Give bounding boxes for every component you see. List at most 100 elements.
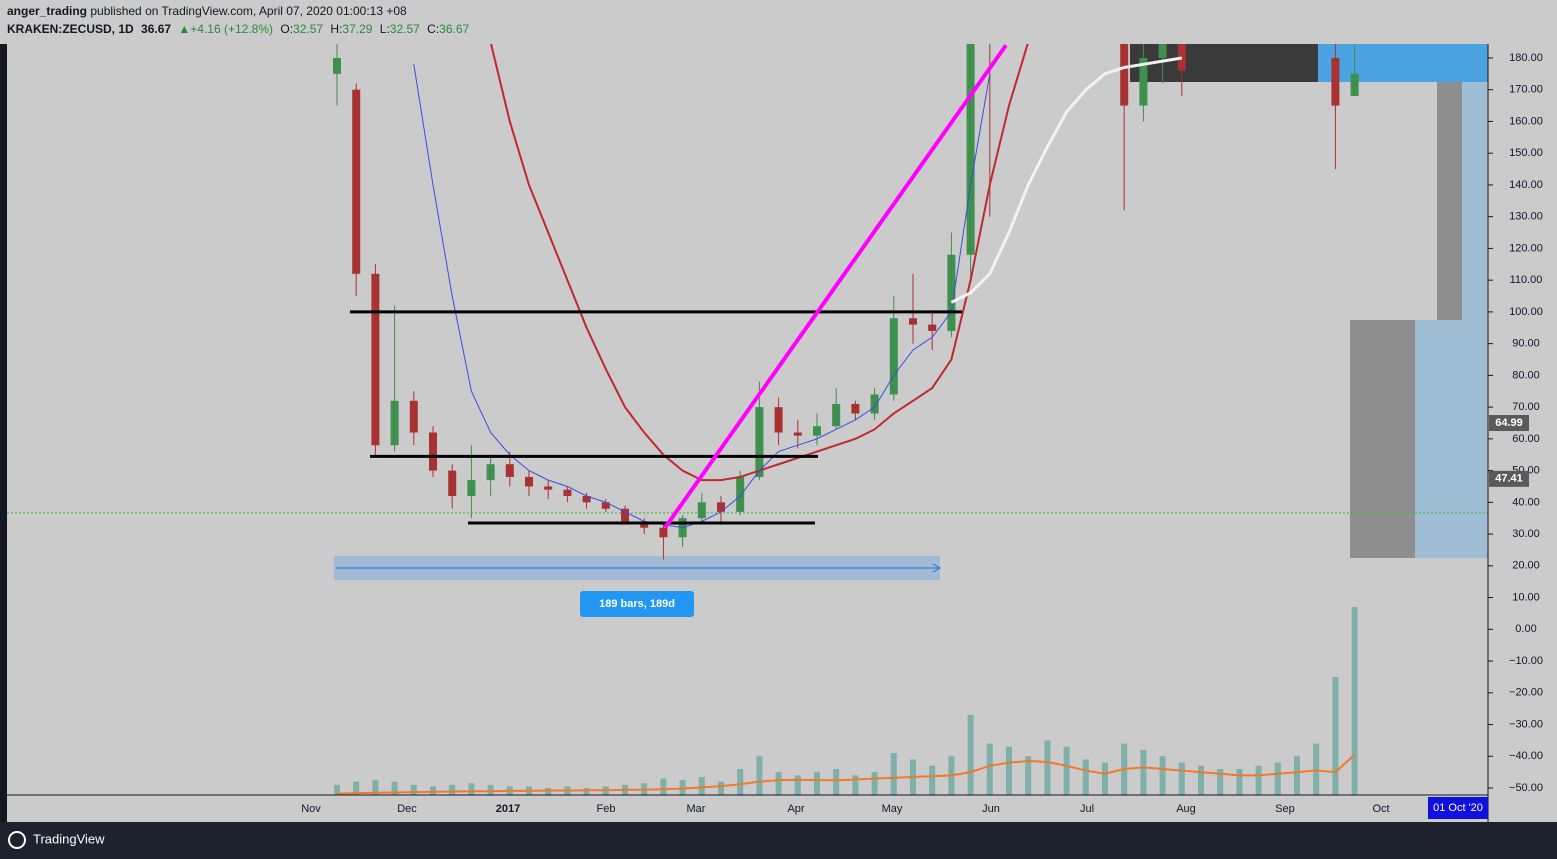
cursor-date-box xyxy=(1428,797,1488,819)
candle-body xyxy=(832,403,841,427)
volume-bar xyxy=(1025,756,1032,795)
x-tick-label: Mar xyxy=(687,803,706,815)
volume-bar xyxy=(660,778,667,795)
candle-body xyxy=(717,502,725,512)
y-tick-label: 10.00 xyxy=(1512,591,1540,603)
symbol-line: KRAKEN:ZECUSD, 1D 36.67 ▲+4.16 (+12.8%) … xyxy=(7,22,470,36)
y-tick-label: −20.00 xyxy=(1509,687,1543,699)
candle-body xyxy=(1158,44,1167,58)
symbol: KRAKEN:ZECUSD, 1D xyxy=(7,22,134,36)
y-tick-label: 170.00 xyxy=(1509,84,1543,96)
y-tick-label: 150.00 xyxy=(1509,147,1543,159)
candle-body xyxy=(525,476,533,487)
volume-bar xyxy=(852,775,859,795)
candle-body xyxy=(851,403,860,414)
cursor-date: 01 Oct '20 xyxy=(1433,802,1483,814)
close-label: C: xyxy=(427,22,439,36)
x-tick-label: Dec xyxy=(397,803,417,815)
candle-body xyxy=(1350,73,1359,97)
axes: 180.00 170.00 160.00 150.00 140.00 130.00 120.… xyxy=(7,44,1543,822)
candle-body xyxy=(966,44,975,255)
indicator-line xyxy=(950,56,1183,304)
volume-bar xyxy=(1063,746,1070,795)
volume-bar xyxy=(372,780,379,795)
volume-bar xyxy=(391,781,398,795)
logo-icon xyxy=(8,831,26,849)
y-tick-label: 20.00 xyxy=(1512,560,1540,572)
volume-bar xyxy=(698,776,705,795)
y-tick-label: 180.00 xyxy=(1509,52,1543,64)
volume-bar xyxy=(1006,746,1012,795)
volume-bar xyxy=(449,784,456,795)
candle-body xyxy=(621,508,629,522)
volume-bar xyxy=(353,781,360,795)
measure-arrowhead xyxy=(932,563,942,573)
volume-bar xyxy=(986,743,993,795)
volume-bar xyxy=(737,768,744,795)
candle-body xyxy=(544,486,553,490)
candle-body xyxy=(774,407,783,433)
change: ▲+4.16 (+12.8%) xyxy=(178,22,273,36)
candle-body xyxy=(429,432,437,471)
volume-bar xyxy=(430,786,436,795)
candle-body xyxy=(1139,57,1148,106)
price-badge-label: 64.99 xyxy=(1495,417,1523,429)
footer-bar xyxy=(0,822,1557,859)
price-badge-label: 47.41 xyxy=(1495,473,1523,485)
candle-body xyxy=(659,527,668,538)
volume-bar xyxy=(1313,743,1320,795)
y-tick-label: 30.00 xyxy=(1512,528,1540,540)
price: 36.67 xyxy=(141,22,171,36)
y-tick-label: −10.00 xyxy=(1509,655,1543,667)
plot-area xyxy=(7,44,1488,795)
volume-bar xyxy=(718,781,724,795)
x-tick-label: Apr xyxy=(787,803,804,815)
candle-body xyxy=(793,432,802,436)
volume-bar xyxy=(1082,759,1089,795)
high-label: H: xyxy=(330,22,342,36)
x-tick-label: Nov xyxy=(301,803,321,815)
candle-body xyxy=(371,273,380,446)
y-tick-label: 90.00 xyxy=(1512,338,1540,350)
volume-bar xyxy=(1198,765,1204,795)
volume-bar xyxy=(929,765,936,795)
y-tick-label: 100.00 xyxy=(1509,306,1543,318)
y-tick-label: 40.00 xyxy=(1512,496,1540,508)
volume-bar xyxy=(410,784,417,795)
volume-bar xyxy=(468,783,475,795)
volume-bar xyxy=(756,756,763,795)
candle-body xyxy=(409,400,418,433)
header-line: anger_trading published on TradingView.c… xyxy=(7,4,407,18)
candle-body xyxy=(928,324,937,331)
candle-body xyxy=(333,57,341,74)
y-tick-label: 80.00 xyxy=(1512,369,1540,381)
y-tick-label: 70.00 xyxy=(1512,401,1540,413)
position-box xyxy=(1318,44,1488,82)
x-tick-label: 2017 xyxy=(496,803,520,815)
measure-label: 189 bars, 189d xyxy=(599,598,675,610)
y-tick-label: 160.00 xyxy=(1509,115,1543,127)
trend-line xyxy=(663,44,1008,529)
y-tick-label: 110.00 xyxy=(1510,274,1543,286)
price-badge xyxy=(1489,470,1529,487)
position-box xyxy=(1462,82,1488,320)
candle-body xyxy=(1331,57,1340,106)
published: published on TradingView.com, April 07, … xyxy=(90,4,407,18)
volume-bar xyxy=(1102,762,1108,795)
volume-bar xyxy=(679,780,686,795)
close: 36.67 xyxy=(439,22,469,36)
candle-body xyxy=(390,400,399,446)
position-box xyxy=(1415,320,1488,558)
volume-bar xyxy=(814,772,820,795)
x-tick-label: Aug xyxy=(1176,803,1196,815)
position-box xyxy=(1437,82,1462,320)
y-tick-label: −30.00 xyxy=(1509,718,1543,730)
x-tick-label: Jun xyxy=(982,803,1000,815)
volume-bar xyxy=(833,768,840,795)
candle-body xyxy=(1177,44,1186,71)
y-tick-label: 130.00 xyxy=(1509,211,1543,223)
candle-body xyxy=(909,318,917,325)
y-tick-label: −50.00 xyxy=(1509,782,1543,794)
volume-bar xyxy=(1236,768,1243,795)
